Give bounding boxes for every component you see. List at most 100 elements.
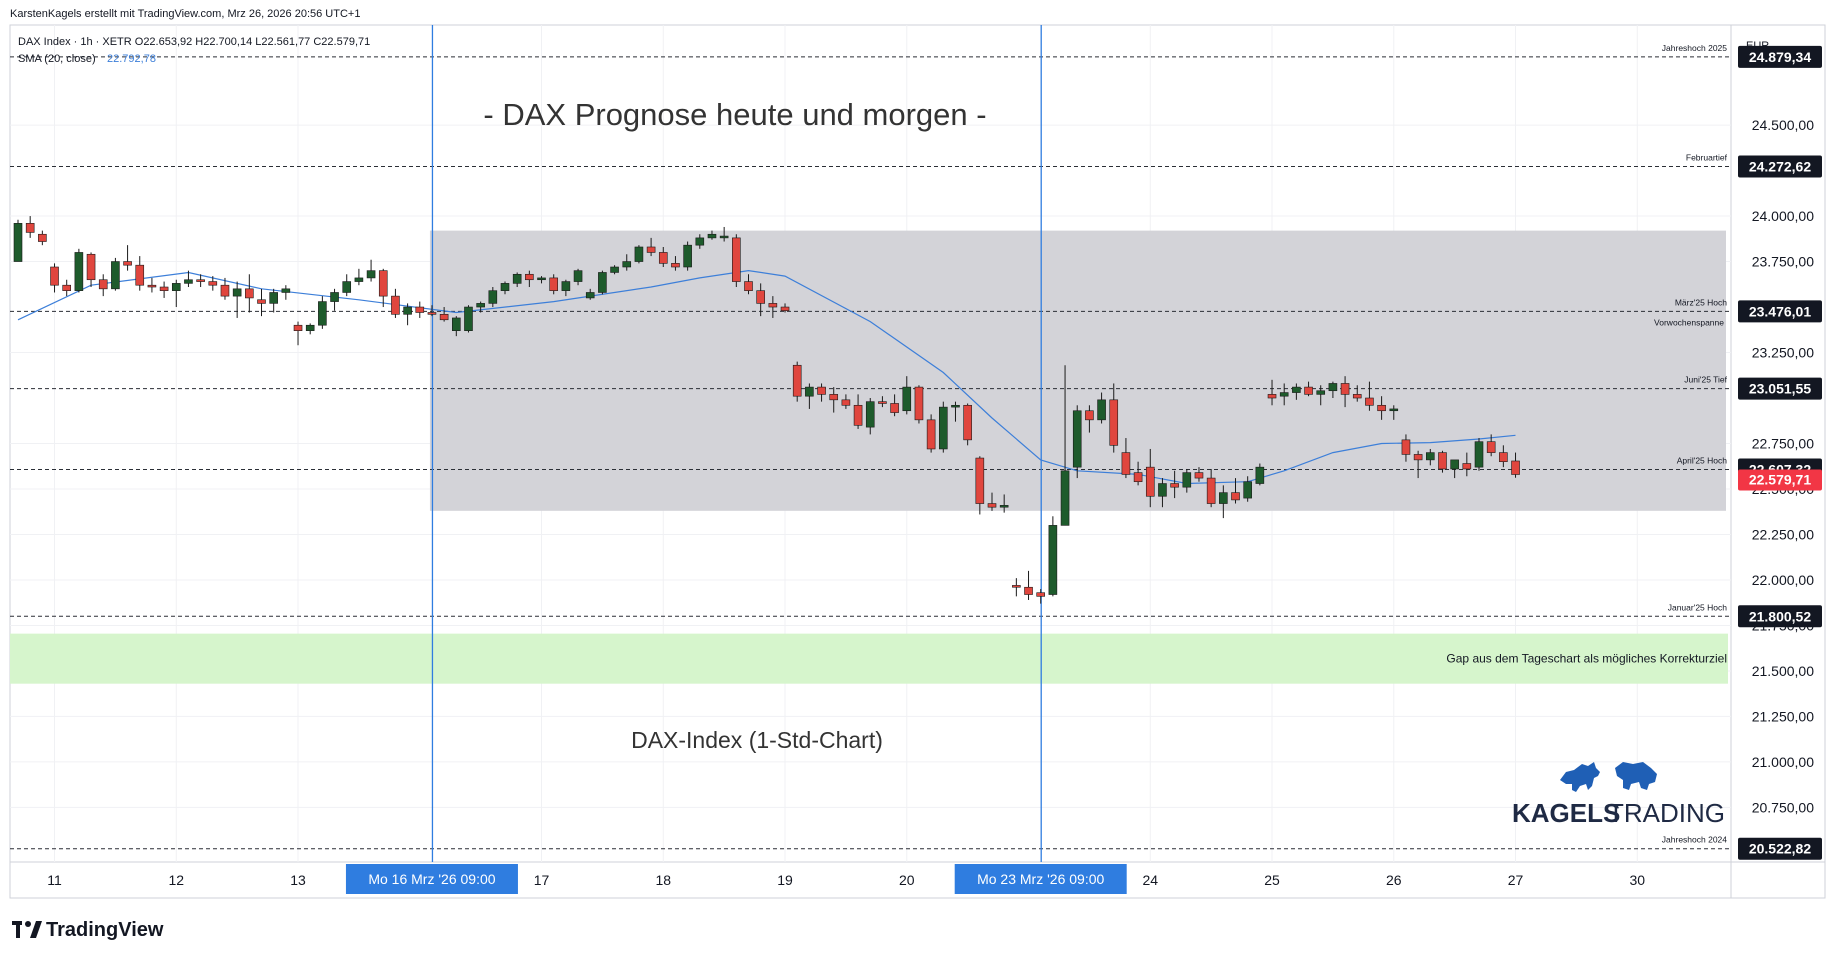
candle-down	[1413, 454, 1423, 461]
candle-down	[1267, 394, 1277, 399]
candle-up	[951, 404, 960, 408]
kagels-trading-logo: KAGELS TRADING	[1512, 762, 1725, 828]
candle-up	[366, 270, 376, 279]
level-label-secondary: Vorwochenspanne	[1654, 317, 1724, 327]
level-price-badge	[1738, 45, 1822, 68]
candle-up	[1158, 483, 1167, 497]
kagels-bold-text: KAGELS	[1512, 798, 1620, 828]
candle-up	[488, 290, 498, 304]
level-label: April'25 Hoch	[1677, 455, 1728, 465]
candle-up	[1426, 452, 1435, 461]
candle-down	[1377, 404, 1386, 412]
candle-down	[890, 403, 899, 413]
candle-down	[1109, 399, 1119, 446]
candle-up	[13, 223, 23, 262]
tradingview-logo[interactable]: TradingView	[12, 919, 164, 941]
candle-up	[1279, 392, 1289, 397]
candle-down	[378, 270, 388, 297]
level-label: März'25 Hoch	[1675, 297, 1727, 307]
candle-up	[342, 281, 352, 293]
candle-up	[451, 317, 461, 331]
candle-up	[999, 505, 1009, 508]
chart-title: - DAX Prognose heute und morgen -	[483, 97, 986, 132]
level-price-text: 20.522,82	[1749, 841, 1811, 857]
sma-legend-value: 22.792,78	[107, 53, 156, 65]
candle-down	[756, 290, 765, 304]
candle-up	[1316, 390, 1326, 395]
candle-up	[269, 292, 278, 304]
candle-down	[1304, 386, 1313, 395]
y-tick-label: 23.250,00	[1752, 345, 1814, 361]
candle-up	[354, 277, 364, 282]
candle-down	[38, 233, 47, 242]
vertical-marker-lines	[431, 25, 1042, 862]
candle-up	[865, 401, 875, 428]
y-tick-label: 21.250,00	[1752, 708, 1814, 724]
candle-down	[159, 286, 169, 291]
candle-up	[1097, 399, 1106, 421]
candle-up	[1219, 492, 1228, 504]
candle-down	[1024, 586, 1033, 595]
candle-down	[1170, 483, 1179, 488]
candle-up	[683, 244, 692, 268]
candle-down	[1365, 397, 1374, 406]
candle-down	[926, 419, 936, 450]
horizontal-levels: Jahreshoch 2025 Februartief März'25 Hoch Vo…	[10, 43, 1731, 850]
level-price-badge	[1738, 300, 1822, 323]
tradingview-wordmark: TradingView	[46, 919, 164, 941]
candle-down	[817, 386, 826, 395]
candle-up	[719, 235, 729, 239]
candle-up	[634, 246, 644, 262]
last-price-text: 22.579,71	[1749, 471, 1811, 487]
candle-down	[792, 364, 802, 397]
level-price-text: 23.476,01	[1749, 303, 1811, 319]
candle-down	[1401, 439, 1411, 455]
candle-up	[476, 303, 485, 308]
x-tick-label: 20	[899, 872, 915, 888]
y-tick-label: 20.750,00	[1752, 799, 1814, 815]
x-tick-label: 30	[1629, 872, 1645, 888]
kagels-light-text: TRADING	[1608, 798, 1725, 828]
candle-down	[257, 299, 266, 304]
candle-down	[1511, 460, 1520, 475]
resistance-zone	[429, 230, 1727, 511]
y-axis[interactable]: 24.500,00 24.000,00 23.750,00 23.250,00 22.7…	[1738, 45, 1822, 860]
candle-down	[1133, 472, 1143, 483]
candle-up	[1292, 386, 1301, 393]
candle-up	[232, 288, 242, 297]
candle-down	[744, 281, 753, 291]
x-tick-label: 17	[534, 872, 550, 888]
candle-down	[196, 279, 205, 282]
candle-down	[987, 503, 997, 508]
sma-line	[17, 269, 1516, 485]
candle-down	[1085, 410, 1094, 421]
candle-down	[549, 277, 559, 291]
tradingview-icon	[12, 921, 42, 938]
candle-down	[220, 284, 230, 297]
candle-down	[98, 279, 108, 290]
candle-up	[1048, 525, 1058, 595]
candle-down	[1121, 452, 1131, 475]
level-price-badge	[1738, 605, 1822, 628]
level-label: Jahreshoch 2025	[1662, 43, 1727, 53]
candle-up	[403, 306, 412, 315]
candle-down	[671, 263, 680, 268]
x-tick-label: 19	[777, 872, 793, 888]
candle-up	[1328, 383, 1338, 392]
x-axis[interactable]: 11 12 13 17 18 19 20 24 25 26 27 30 Mo 16 Mrz '26 09…	[47, 864, 1645, 894]
candle-down	[135, 264, 145, 286]
level-price-text: 23.051,55	[1749, 381, 1811, 397]
candle-up	[464, 306, 473, 331]
candle-down	[1462, 463, 1472, 470]
level-price-text: 24.879,34	[1749, 49, 1811, 65]
candle-up	[1474, 441, 1484, 468]
level-price-text: 24.272,62	[1749, 158, 1811, 174]
gap-zone-label: Gap aus dem Tageschart als mögliches Kor…	[1446, 652, 1727, 666]
candle-up	[610, 266, 619, 273]
candle-up	[1182, 472, 1192, 488]
candle-up	[1060, 470, 1070, 526]
level-label: Februartief	[1686, 152, 1728, 162]
y-tick-label: 21.000,00	[1752, 754, 1814, 770]
y-tick-label: 22.000,00	[1752, 572, 1814, 588]
